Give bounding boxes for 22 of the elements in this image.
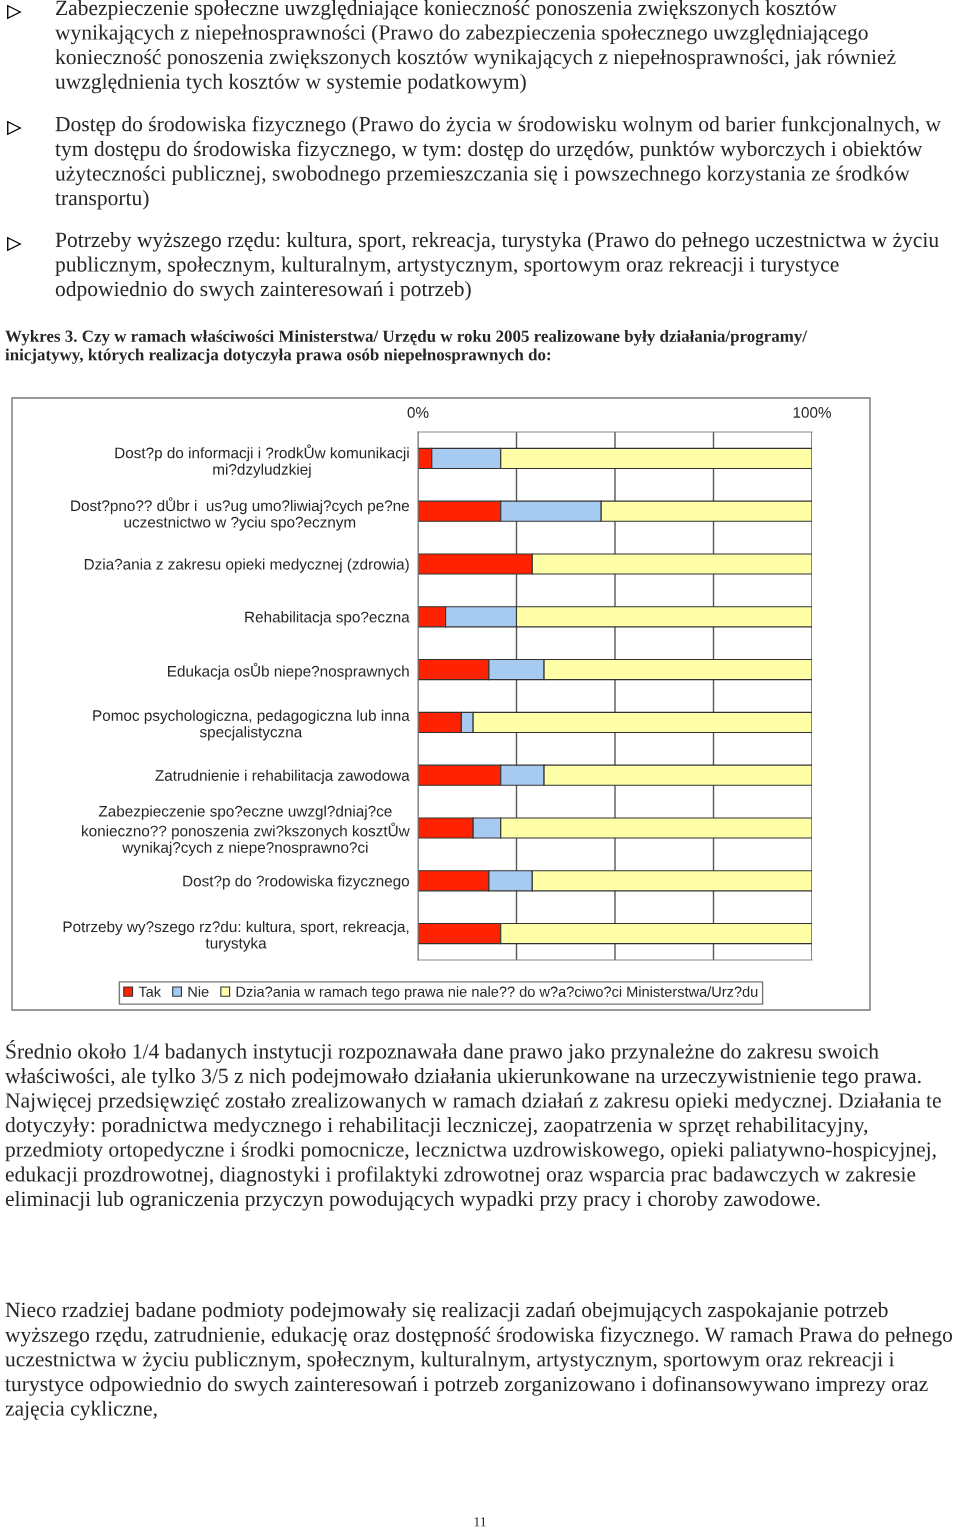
text: Dostęp do środowiska fizycznego (Prawo do życia w środowisku wolnym od barier funkcjonalnych, w tym dostępu do środowiska fizycznego, w tym: dostęp do urzędów, punktów wyborczych i obiektów użyteczności publicznej, swobodnego przemieszczania się i powszechnego korzystania ze środków transportu) xyxy=(55,116,941,210)
legend-label: Tak xyxy=(138,986,162,997)
chart-title: Wykres 3. Czy w ramach właściwości Ministerstwa/ Urzędu w roku 2005 realizowane były działania/programy/ inicjatywy, których realizacja dotyczyła prawa osób niepełnosprawnych do: xyxy=(5,330,808,364)
y-tick-label: Edukacja osŮb niepe?nosprawnych xyxy=(168,662,409,680)
text: Nieco rzadziej badane podmioty podejmowały się realizacji zadań obejmujących zaspokajanie potrzeb wyższego rzędu, zatrudnienie, edukację oraz dostępność środowiska fizycznego. W ramach Prawa do pełnego uczestnictwa w życiu publicznym, społecznym, kulturalnym, artystycznym, sportowym oraz rekreacji i turystyce odpowiednio do swych zainteresowań i potrzeb zorganizowano i dofinansowywano imprezy oraz zajęcia cykliczne, xyxy=(5,1302,953,1421)
text: 11 xyxy=(474,1517,486,1527)
text: Średnio około 1/4 badanych instytucji rozpoznawała dane prawo jako przynależne do zakresu swoich właściwości, ale tylko 3/5 z nich podejmowało działania ukierunkowane na urzeczywistnienie tego prawa. Najwięcej przedsięwzięć zostało zrealizowanych w ramach działań z zakresu opieki medycznej. Działania te dotyczyły: poradnictwa medycznego i rehabilitacji leczniczej, zaopatrzenia w sprzęt rehabilitacyjny, przedmioty ortopedyczne i środki pomocnicze, lecznictwa uzdrowiskowego, opieki paliatywno-hospicyjnej, edukacji prozdrowotnej, diagnostyki i profilaktyki zdrowotnej oraz wsparcia prac badawczych w zakresie eliminacji lub ograniczenia przyczyn powodujących wypadki przy pracy i choroby zawodowe. xyxy=(5,1040,941,1211)
y-tick-label: Rehabilitacja spo?eczna xyxy=(245,611,410,626)
x-tick-label: 0% xyxy=(407,407,429,418)
y-tick-label: Dost?p do ?rodowiska fizycznego xyxy=(183,875,410,890)
legend-label: Dzia?ania w ramach tego prawa nie nale?? do w?a?ciwo?ci Ministerstwa/Urz?du xyxy=(236,986,758,1000)
y-tick-label: Potrzeby wy?szego rz?du: kultura, sport, rekreacja, turystyka xyxy=(63,920,409,952)
y-tick-label: Zatrudnienie i rehabilitacja zawodowa xyxy=(155,769,410,784)
y-tick-label: Dost?pno?? dŮbr i us?ug umo?liwiaj?cych pe?ne uczestnictwo w ?yciu spo?ecznym xyxy=(71,497,410,531)
y-tick-label: Pomoc psychologiczna, pedagogiczna lub inna specjalistyczna xyxy=(93,709,410,741)
text: Potrzeby wyższego rzędu: kultura, sport, rekreacja, turystyka (Prawo do pełnego uczestnictwa w życiu publicznym, społecznym, kulturalnym, artystycznym, sportowym oraz rekreacji i turystyce odpowiednio do swych zainteresowań i potrzeb) xyxy=(55,232,939,301)
text: Zabezpieczenie społeczne uwzględniające konieczność ponoszenia zwiększonych kosztów wynikających z niepełnosprawności (Prawo do zabezpieczenia społecznego uwzględniającego konieczność ponoszenia zwiększonych kosztów wynikających z niepełnosprawności, jak również uwzględnienia tych kosztów w systemie podatkowym) xyxy=(55,0,896,94)
legend-label: Nie xyxy=(188,986,209,997)
x-tick-label: 100% xyxy=(793,407,831,418)
y-tick-label: Dzia?ania z zakresu opieki medycznej (zdrowia) xyxy=(84,558,409,573)
y-tick-label: Zabezpieczenie spo?eczne uwzgl?dniaj?ce konieczno?? ponoszenia zwi?kszonych kosztŮw wynikaj?cych z niepe?nosprawno?ci xyxy=(82,805,410,856)
y-tick-label: Dost?p do informacji i ?rodkŮw komunikacji mi?dzyludzkiej xyxy=(115,444,409,478)
